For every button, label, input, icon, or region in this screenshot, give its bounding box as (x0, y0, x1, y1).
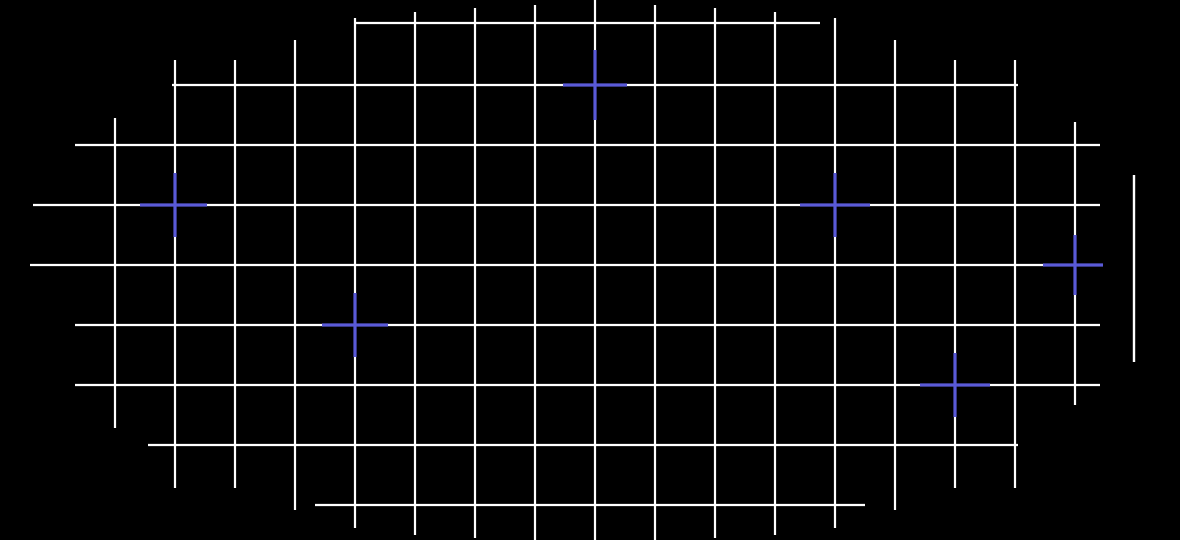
grid-meridians (113, 0, 1077, 540)
marker-source-5 (322, 293, 388, 357)
marker-source-6 (920, 353, 990, 417)
source-markers (140, 50, 1103, 417)
marker-source-2 (140, 173, 207, 237)
marker-source-1 (563, 50, 627, 120)
grid-parallels (30, 21, 1100, 507)
marker-source-4 (1043, 235, 1103, 295)
marker-source-3 (800, 173, 870, 237)
